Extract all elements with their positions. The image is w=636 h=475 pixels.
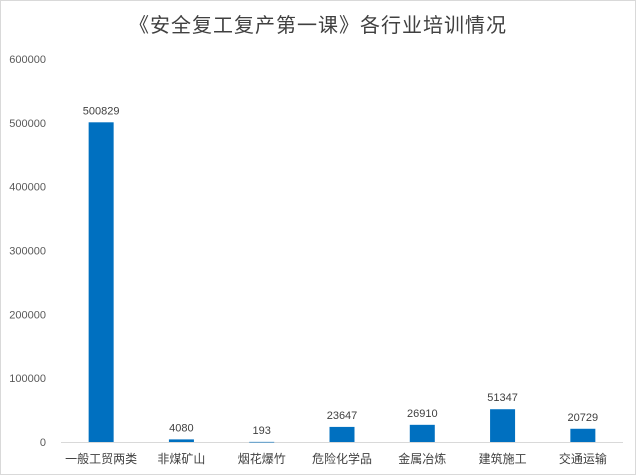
data-label: 500829 xyxy=(83,105,120,117)
x-axis: 一般工贸两类 非煤矿山 烟花爆竹 危险化学品 金属冶炼 建筑施工 交通运输 xyxy=(65,451,607,466)
bar xyxy=(490,409,516,442)
data-label: 4080 xyxy=(169,422,193,434)
data-label: 20729 xyxy=(568,412,599,424)
bar xyxy=(168,439,194,442)
y-tick-label: 400000 xyxy=(9,182,46,194)
x-tick-label: 烟花爆竹 xyxy=(238,451,286,466)
bars xyxy=(88,122,596,443)
bar xyxy=(409,424,435,442)
x-tick-label: 非煤矿山 xyxy=(157,452,205,466)
data-label: 193 xyxy=(253,425,271,437)
bar xyxy=(570,428,596,442)
bar xyxy=(88,122,114,443)
bar xyxy=(329,426,355,442)
x-tick-label: 危险化学品 xyxy=(312,451,372,466)
data-label: 26910 xyxy=(407,408,438,420)
bar xyxy=(249,441,275,443)
y-tick-label: 500000 xyxy=(9,118,46,130)
y-tick-label: 0 xyxy=(40,437,46,449)
chart-title: 《安全复工复产第一课》各行业培训情况 xyxy=(129,13,507,37)
y-tick-label: 600000 xyxy=(9,54,46,66)
data-labels: 500829 4080 193 23647 26910 51347 20729 xyxy=(83,105,598,437)
x-tick-label: 一般工贸两类 xyxy=(65,451,137,466)
x-tick-label: 金属冶炼 xyxy=(398,451,446,466)
data-label: 51347 xyxy=(487,392,518,404)
x-tick-label: 建筑施工 xyxy=(479,451,527,466)
y-tick-label: 300000 xyxy=(9,246,46,258)
y-axis: 0 100000 200000 300000 400000 500000 600000 xyxy=(9,54,46,449)
x-tick-label: 交通运输 xyxy=(559,451,607,466)
y-tick-label: 200000 xyxy=(9,309,46,321)
y-tick-label: 100000 xyxy=(9,373,46,385)
data-label: 23647 xyxy=(327,410,358,422)
